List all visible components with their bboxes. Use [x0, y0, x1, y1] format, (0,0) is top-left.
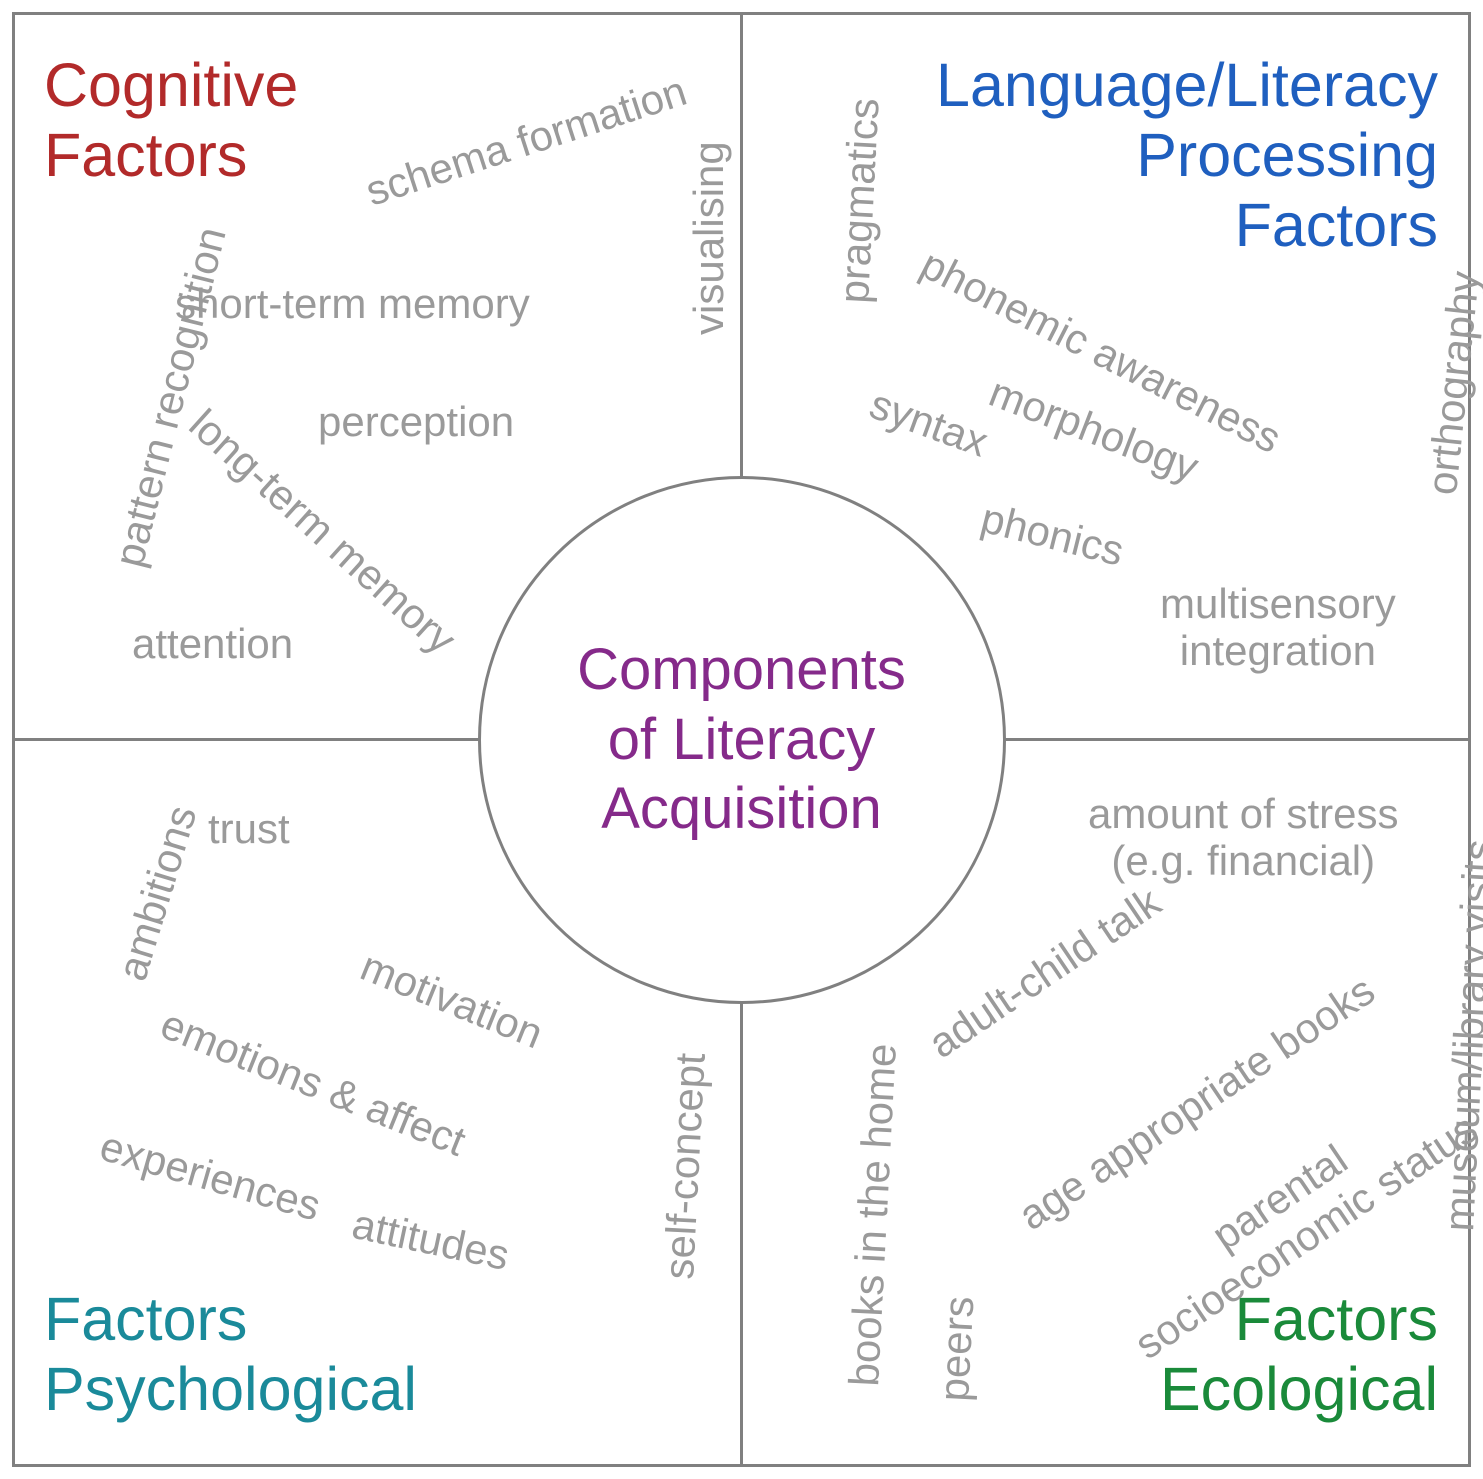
factor-item: amount of stress (e.g. financial) [1088, 790, 1398, 884]
center-title: Components of Literacy Acquisition [577, 635, 906, 844]
diagram-canvas: Cognitive Factors Language/Literacy Proc… [0, 0, 1483, 1479]
quadrant-title-psychological: Factors Psychological [44, 1284, 417, 1424]
factor-item: trust [208, 805, 290, 852]
factor-item: visualising [685, 141, 732, 335]
factor-item: multisensory integration [1160, 580, 1396, 674]
factor-item: peers [930, 1295, 982, 1402]
factor-item: perception [318, 398, 514, 445]
factor-item: short-term memory [175, 280, 530, 327]
factor-item: attention [132, 620, 293, 667]
quadrant-title-cognitive: Cognitive Factors [44, 50, 298, 190]
quadrant-title-language: Language/Literacy Processing Factors [936, 50, 1438, 260]
center-circle: Components of Literacy Acquisition [478, 476, 1006, 1004]
